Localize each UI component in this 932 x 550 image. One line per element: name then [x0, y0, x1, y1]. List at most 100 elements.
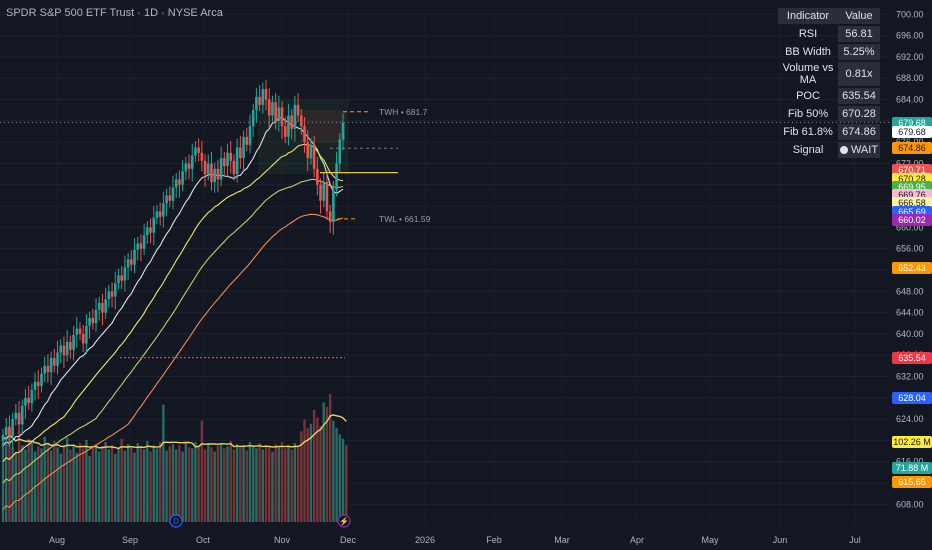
volume-bar	[175, 449, 178, 522]
volume-bar	[133, 452, 136, 522]
candle	[213, 168, 216, 183]
volume-bar	[59, 453, 62, 522]
volume-bar	[306, 428, 309, 522]
y-tick-label: 700.00	[896, 9, 924, 19]
volume-bar	[277, 446, 281, 522]
volume-bar	[165, 450, 168, 522]
candle	[158, 211, 162, 217]
candle	[293, 104, 297, 129]
volume-bar	[114, 453, 117, 522]
volume-bar	[200, 420, 204, 522]
candle	[46, 365, 50, 373]
levels: TWH • 681.7 TWL • 661.59 D ⚡	[0, 107, 890, 528]
candle	[162, 203, 165, 217]
candle	[174, 179, 178, 188]
volume-bar	[290, 449, 293, 522]
table-row: Fib 61.8% 674.86	[778, 124, 880, 140]
candle	[210, 163, 213, 183]
candle	[325, 182, 329, 212]
event-marker-icon	[169, 514, 183, 528]
row-value: 5.25%	[838, 44, 880, 60]
volume-bar	[81, 448, 85, 522]
volume-bar	[345, 445, 348, 522]
candle	[319, 184, 322, 201]
x-tick-label: Sep	[122, 535, 138, 545]
volume-bar	[191, 448, 194, 522]
price-tag: 652.43	[892, 261, 932, 274]
candle	[223, 158, 226, 167]
candle	[146, 227, 149, 236]
x-tick-label: Aug	[49, 535, 65, 545]
candle	[88, 317, 91, 326]
candle	[197, 147, 200, 153]
candle	[107, 291, 111, 300]
candle	[239, 147, 242, 159]
candle	[33, 381, 37, 390]
ma-green-line	[2, 178, 344, 484]
volume-bar	[264, 445, 268, 522]
volume-bar	[296, 447, 300, 522]
candle	[11, 419, 14, 437]
table-row: BB Width 5.25%	[778, 44, 880, 60]
volume-bar	[8, 426, 11, 522]
volume-bar	[197, 446, 200, 522]
volume-bar	[120, 438, 123, 522]
candle	[20, 405, 24, 425]
candle	[264, 88, 268, 100]
candle	[94, 309, 98, 324]
candle	[277, 107, 281, 121]
row-label: Fib 61.8%	[783, 126, 833, 138]
candle	[152, 217, 156, 233]
volume-bar	[30, 443, 34, 522]
volume-bar	[104, 442, 107, 522]
volume-bar	[219, 443, 223, 522]
candle	[232, 160, 236, 175]
candle	[56, 352, 59, 366]
volume-bar	[40, 448, 43, 522]
candle	[261, 88, 265, 105]
volume-bar	[284, 448, 287, 522]
volume-bar	[155, 448, 159, 522]
x-tick-label: Dec	[340, 535, 357, 545]
price-tag: 679.68	[892, 116, 932, 129]
volume-bar	[216, 445, 220, 522]
volume-bar	[152, 445, 155, 522]
candle	[139, 243, 143, 249]
candle	[316, 168, 319, 185]
volume-bar	[142, 449, 146, 522]
event-marker-icon	[337, 514, 351, 528]
candle	[14, 412, 18, 420]
candle	[200, 152, 204, 161]
volume-bar	[181, 451, 184, 522]
y-tick-label: 648.00	[896, 286, 924, 296]
volume-bar	[5, 442, 8, 522]
table-row: RSI 56.81	[778, 26, 880, 42]
candle	[91, 317, 95, 324]
row-value: 635.54	[838, 88, 880, 104]
candle	[136, 243, 140, 250]
volume-bar	[300, 431, 303, 522]
volume-bar	[75, 452, 78, 522]
row-label: POC	[796, 90, 820, 102]
candle	[271, 102, 274, 116]
volume-bar	[280, 442, 284, 522]
candle	[245, 136, 249, 145]
y-axis: 608.00612.00616.00620.00624.00628.00632.…	[896, 9, 924, 509]
x-tick-label: Nov	[274, 535, 291, 545]
volume-bar	[14, 452, 18, 522]
y-tick-label: 644.00	[896, 308, 924, 318]
volume-bar	[149, 451, 152, 522]
x-axis: Aug Sep Oct Nov Dec 2026 Feb Mar Apr May Jun Jul	[49, 535, 861, 545]
volume-bar	[110, 445, 114, 522]
candle	[206, 163, 210, 175]
candles	[1, 79, 345, 449]
volume-bar	[332, 420, 335, 522]
table-header-indicator: Indicator	[778, 8, 838, 24]
candle	[97, 303, 101, 310]
volume-bar	[239, 447, 242, 522]
volume-bar	[242, 445, 245, 522]
y-tick-label: 692.00	[896, 52, 924, 62]
candle	[280, 107, 284, 127]
candle	[62, 345, 66, 356]
